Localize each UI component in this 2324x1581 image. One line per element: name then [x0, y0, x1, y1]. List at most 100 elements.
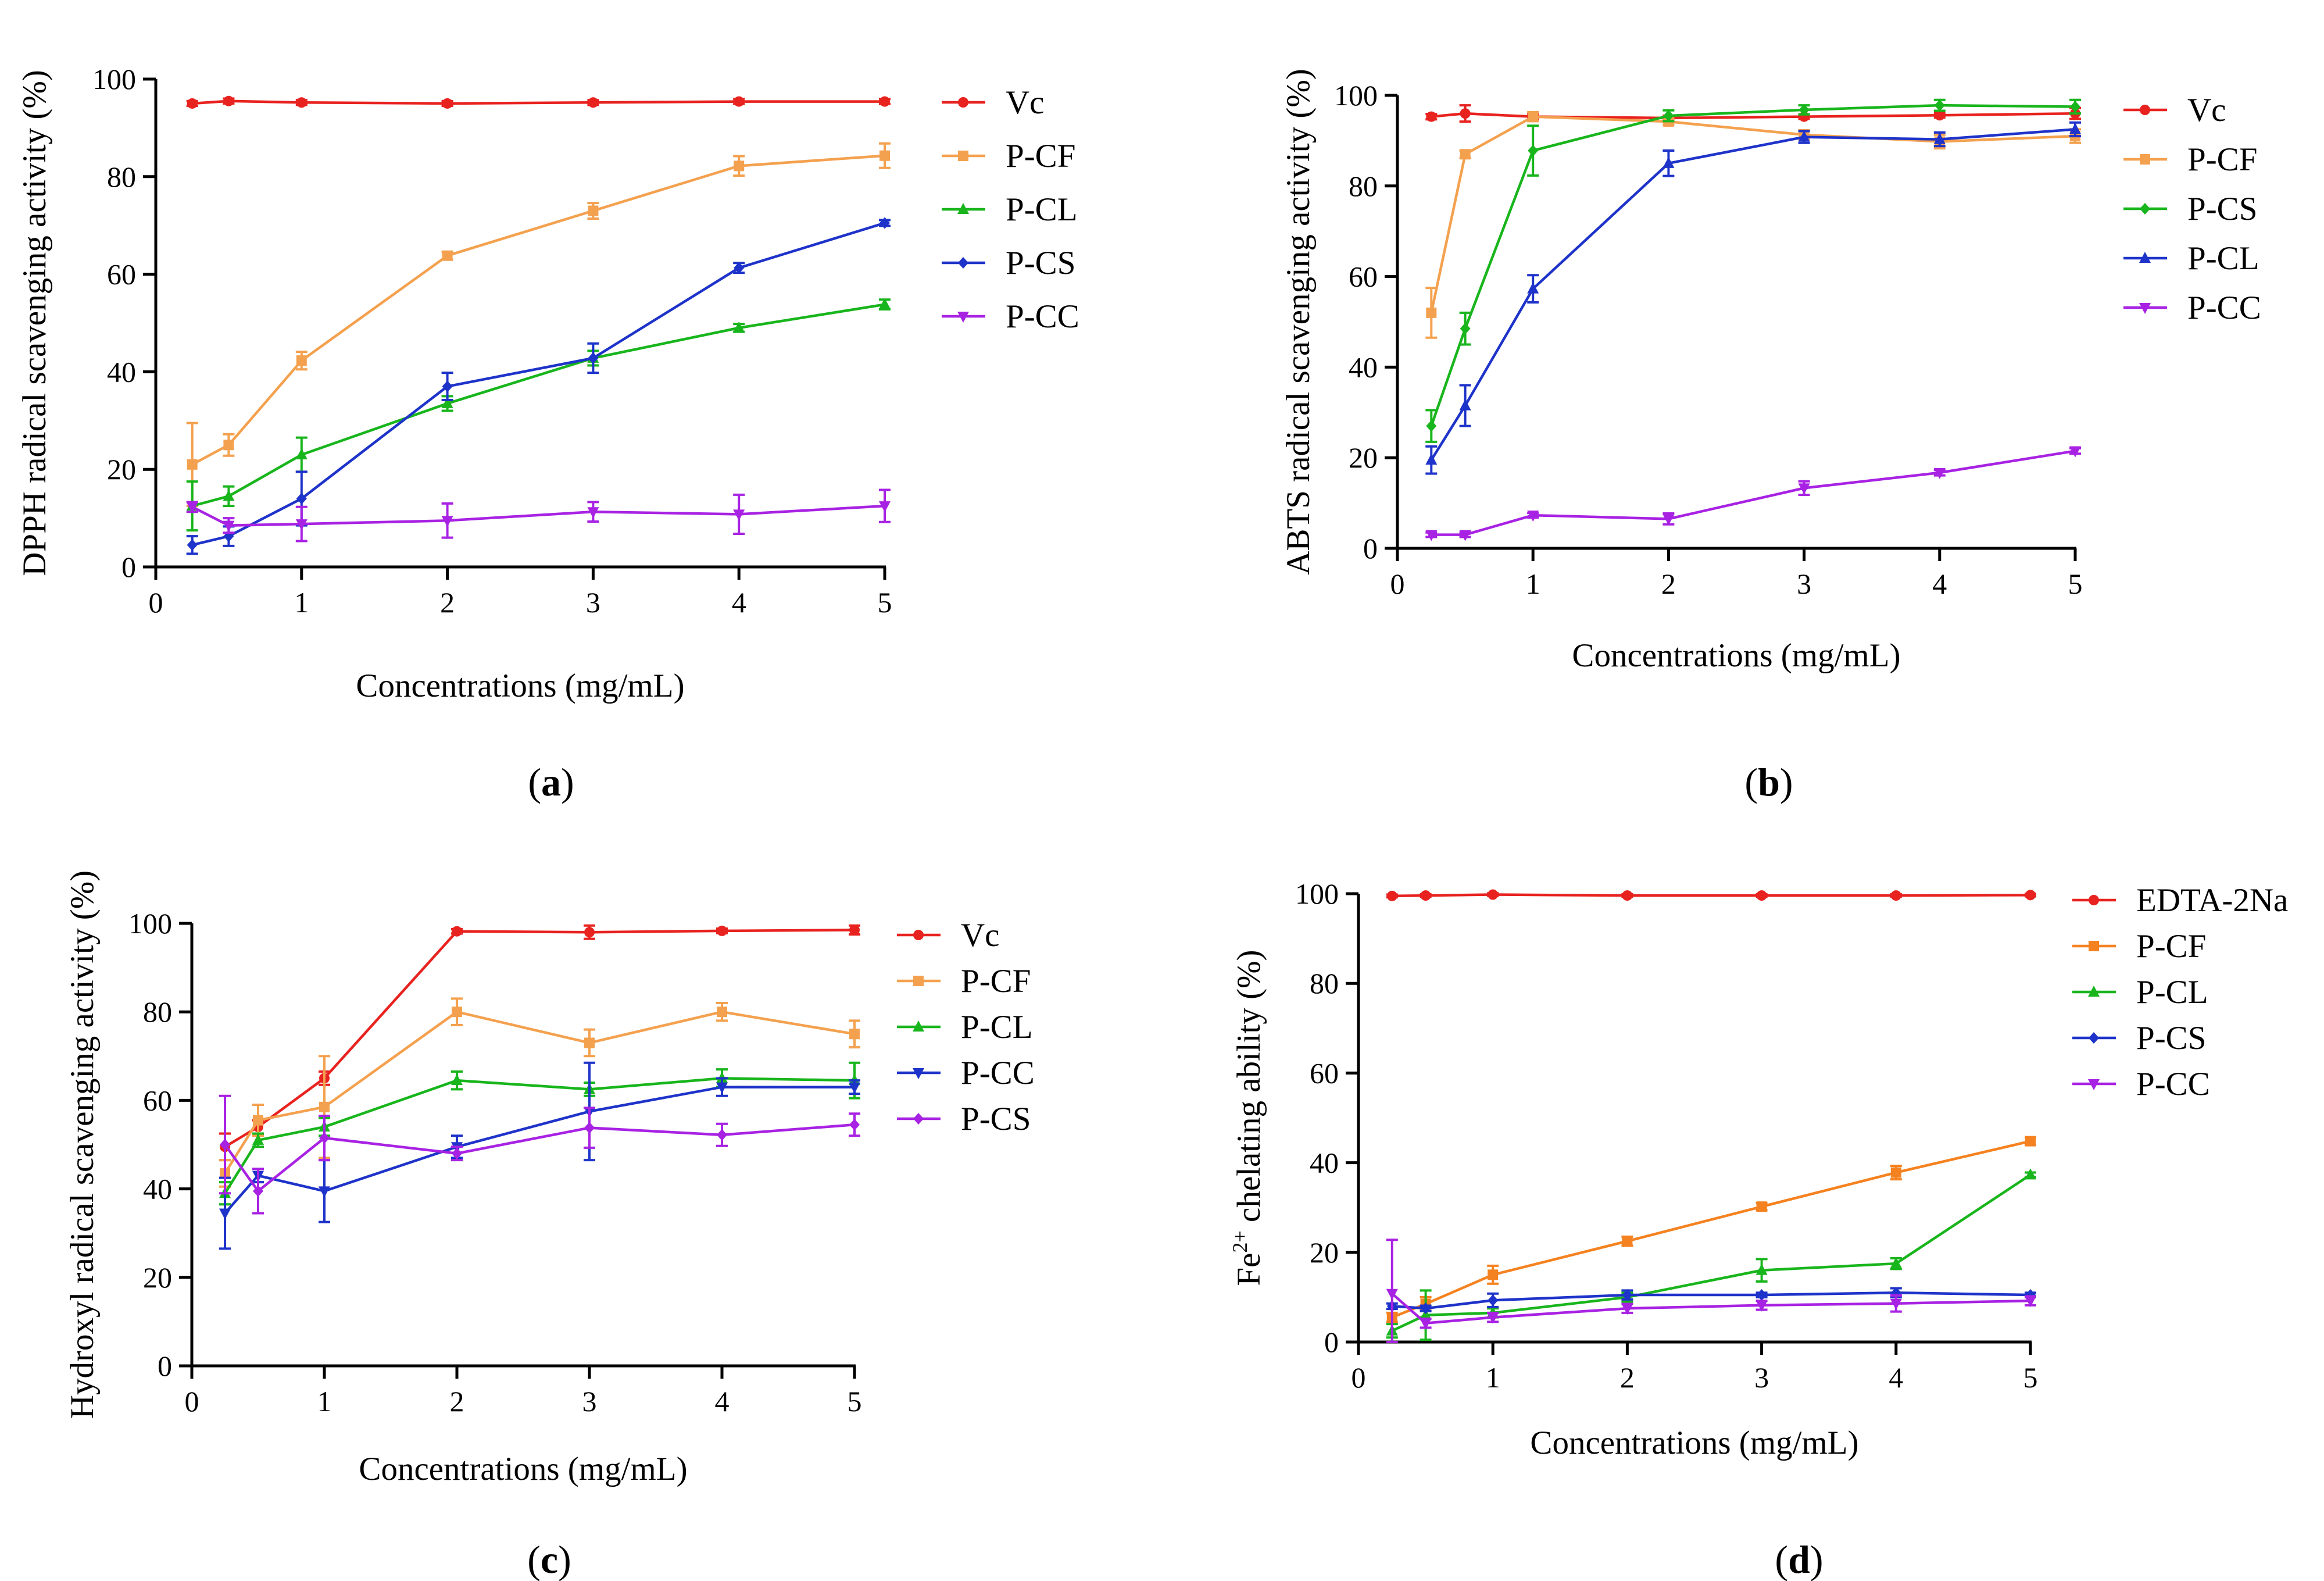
- data-point: [319, 1186, 330, 1198]
- x-tick-label: 1: [317, 1385, 332, 1418]
- legend-item: P-CS: [2072, 1020, 2206, 1057]
- series-vc: [186, 95, 891, 109]
- x-tick-label: 0: [1390, 568, 1405, 600]
- series-line: [1430, 128, 2076, 461]
- data-point: [452, 926, 462, 937]
- y-tick-label: 0: [1363, 532, 1378, 565]
- data-point: [1622, 1289, 1633, 1301]
- legend-item: P-CF: [942, 138, 1075, 174]
- data-point: [1663, 110, 1674, 122]
- series-p-cf: [186, 142, 891, 508]
- data-point: [1890, 1167, 1901, 1178]
- data-point: [734, 160, 745, 172]
- legend-marker: [2089, 941, 2099, 951]
- legend-label: P-CF: [2136, 928, 2206, 965]
- data-point: [1934, 99, 1945, 112]
- data-point: [295, 448, 308, 460]
- data-point: [588, 97, 599, 108]
- x-tick-label: 2: [440, 586, 455, 619]
- y-axis-title: DPPH radical scavenging activity (%): [16, 70, 53, 576]
- data-point: [849, 1082, 860, 1094]
- data-point: [1622, 890, 1633, 901]
- legend-marker: [913, 1020, 924, 1032]
- data-point: [1799, 104, 1810, 116]
- panel-caption: (c): [527, 1537, 571, 1581]
- legend-label: Vc: [961, 917, 999, 954]
- y-tick-label: 40: [1310, 1147, 1339, 1179]
- legend-label: P-CS: [2136, 1020, 2206, 1057]
- legend-item: P-CS: [2123, 191, 2257, 227]
- data-point: [1488, 889, 1499, 900]
- data-point: [1420, 1308, 1432, 1320]
- y-axis-title: Hydroxyl radical scavenging activity (%): [64, 870, 101, 1419]
- legend-marker: [2088, 1079, 2100, 1090]
- panel-caption: (a): [528, 760, 574, 804]
- y-tick-label: 20: [143, 1261, 172, 1294]
- panel-b-abts: 0 1 2 3 4 5 0 20 40 60 80 100 Concentrations (mg/mL)…: [1280, 69, 2261, 804]
- data-point: [252, 1133, 264, 1145]
- data-point: [1933, 133, 1946, 144]
- y-tick-label: 100: [1295, 877, 1339, 910]
- legend-item: P-CF: [2123, 141, 2257, 178]
- y-tick-label: 40: [1349, 351, 1378, 383]
- panel-caption: (d): [1775, 1537, 1823, 1581]
- data-point: [584, 1122, 595, 1134]
- series-line: [224, 1010, 855, 1175]
- legend-marker: [913, 1068, 924, 1079]
- caption-open-paren: (: [1775, 1537, 1788, 1581]
- y-axis-title-rest: chelating ability (%): [1231, 950, 1267, 1230]
- series-p-cs: [186, 217, 891, 555]
- data-point: [319, 1101, 330, 1112]
- data-point: [1426, 307, 1437, 318]
- series-p-cs: [219, 1094, 860, 1215]
- data-point: [1662, 156, 1675, 168]
- legend-label: P-CF: [1006, 138, 1075, 174]
- legend-marker: [913, 976, 924, 986]
- x-tick-label: 3: [586, 586, 600, 619]
- caption-open-paren: (: [527, 1537, 541, 1581]
- panel-a-dpph: 0 1 2 3 4 5 0 20 40 60 80 100 Concentrations (mg/mL)…: [16, 63, 1079, 804]
- x-tick-label: 3: [582, 1385, 597, 1418]
- data-point: [1460, 149, 1471, 160]
- y-tick-label: 100: [1334, 79, 1378, 112]
- data-point: [1487, 1312, 1499, 1324]
- data-point: [879, 501, 891, 513]
- legend-marker: [2089, 1032, 2099, 1044]
- y-tick-label: 80: [143, 995, 172, 1028]
- legend-marker: [957, 312, 969, 323]
- data-point: [1756, 1289, 1767, 1301]
- legend-label: P-CL: [2187, 240, 2259, 277]
- legend-item: P-CS: [897, 1101, 1031, 1137]
- x-tick-label: 2: [1661, 568, 1676, 600]
- legend-item: EDTA-2Na: [2072, 882, 2288, 919]
- caption-close-paren: ): [1780, 760, 1793, 804]
- series-edta-2na: [1386, 889, 2036, 901]
- series-p-cs: [1386, 1287, 2036, 1315]
- legend-item: P-CL: [942, 191, 1078, 228]
- x-tick-label: 0: [149, 586, 163, 619]
- legend-label: P-CL: [1006, 191, 1078, 228]
- data-point: [223, 95, 234, 106]
- panel-d-fe-chelating: 0 1 2 3 4 5 0 20 40 60 80 100 Concentrations (mg/mL)…: [1228, 877, 2288, 1581]
- data-point: [849, 925, 860, 936]
- y-tick-label: 40: [143, 1173, 172, 1205]
- data-point: [1890, 1298, 1902, 1310]
- x-tick-label: 1: [1486, 1361, 1500, 1394]
- caption-open-paren: (: [1744, 760, 1758, 804]
- data-point: [879, 217, 890, 229]
- data-point: [1426, 420, 1437, 432]
- data-point: [441, 397, 453, 408]
- legend-label: P-CC: [1006, 298, 1079, 335]
- series-p-cc: [219, 1061, 860, 1250]
- data-point: [1621, 1304, 1633, 1315]
- data-point: [2025, 1136, 2036, 1147]
- data-point: [223, 440, 234, 451]
- legend-marker: [2089, 895, 2099, 905]
- data-point: [1755, 1300, 1768, 1312]
- series-p-cf: [219, 997, 860, 1188]
- series-line: [1431, 449, 2076, 536]
- data-point: [1528, 111, 1539, 122]
- data-point: [1934, 110, 1945, 121]
- legend-marker: [958, 151, 968, 161]
- data-point: [1890, 890, 1901, 901]
